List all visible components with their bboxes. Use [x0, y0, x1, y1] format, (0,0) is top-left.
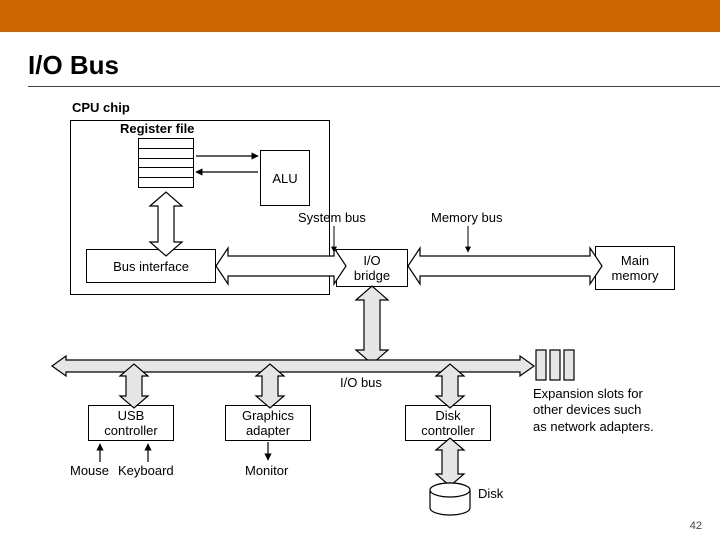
io-bus-label: I/O bus: [340, 375, 382, 390]
usb-controller-box: USB controller: [88, 405, 174, 441]
io-bridge-box: I/O bridge: [336, 249, 408, 287]
bus-interface-label: Bus interface: [113, 259, 189, 274]
keyboard-label: Keyboard: [118, 463, 174, 478]
alu-box: ALU: [260, 150, 310, 206]
title-underline: [28, 86, 720, 87]
expansion-note: Expansion slots for other devices such a…: [533, 386, 654, 435]
system-bus-label: System bus: [298, 210, 366, 225]
main-memory-label: Main memory: [612, 253, 659, 283]
mouse-label: Mouse: [70, 463, 109, 478]
graphics-adapter-box: Graphics adapter: [225, 405, 311, 441]
memory-bus-label: Memory bus: [431, 210, 503, 225]
disk-icon: [430, 483, 470, 515]
alu-label: ALU: [272, 171, 297, 186]
io-bridge-label: I/O bridge: [354, 253, 390, 283]
disk-label: Disk: [478, 486, 503, 501]
main-memory-box: Main memory: [595, 246, 675, 290]
top-accent-bar: [0, 0, 720, 32]
usb-controller-label: USB controller: [104, 408, 157, 438]
register-file-label: Register file: [120, 121, 194, 136]
page-title: I/O Bus: [28, 50, 119, 81]
disk-controller-label: Disk controller: [421, 408, 474, 438]
register-file-box: [138, 138, 194, 188]
cpu-chip-label: CPU chip: [72, 100, 130, 115]
disk-controller-box: Disk controller: [405, 405, 491, 441]
monitor-label: Monitor: [245, 463, 288, 478]
bus-interface-box: Bus interface: [86, 249, 216, 283]
slide-number: 42: [690, 520, 702, 532]
graphics-adapter-label: Graphics adapter: [242, 408, 294, 438]
